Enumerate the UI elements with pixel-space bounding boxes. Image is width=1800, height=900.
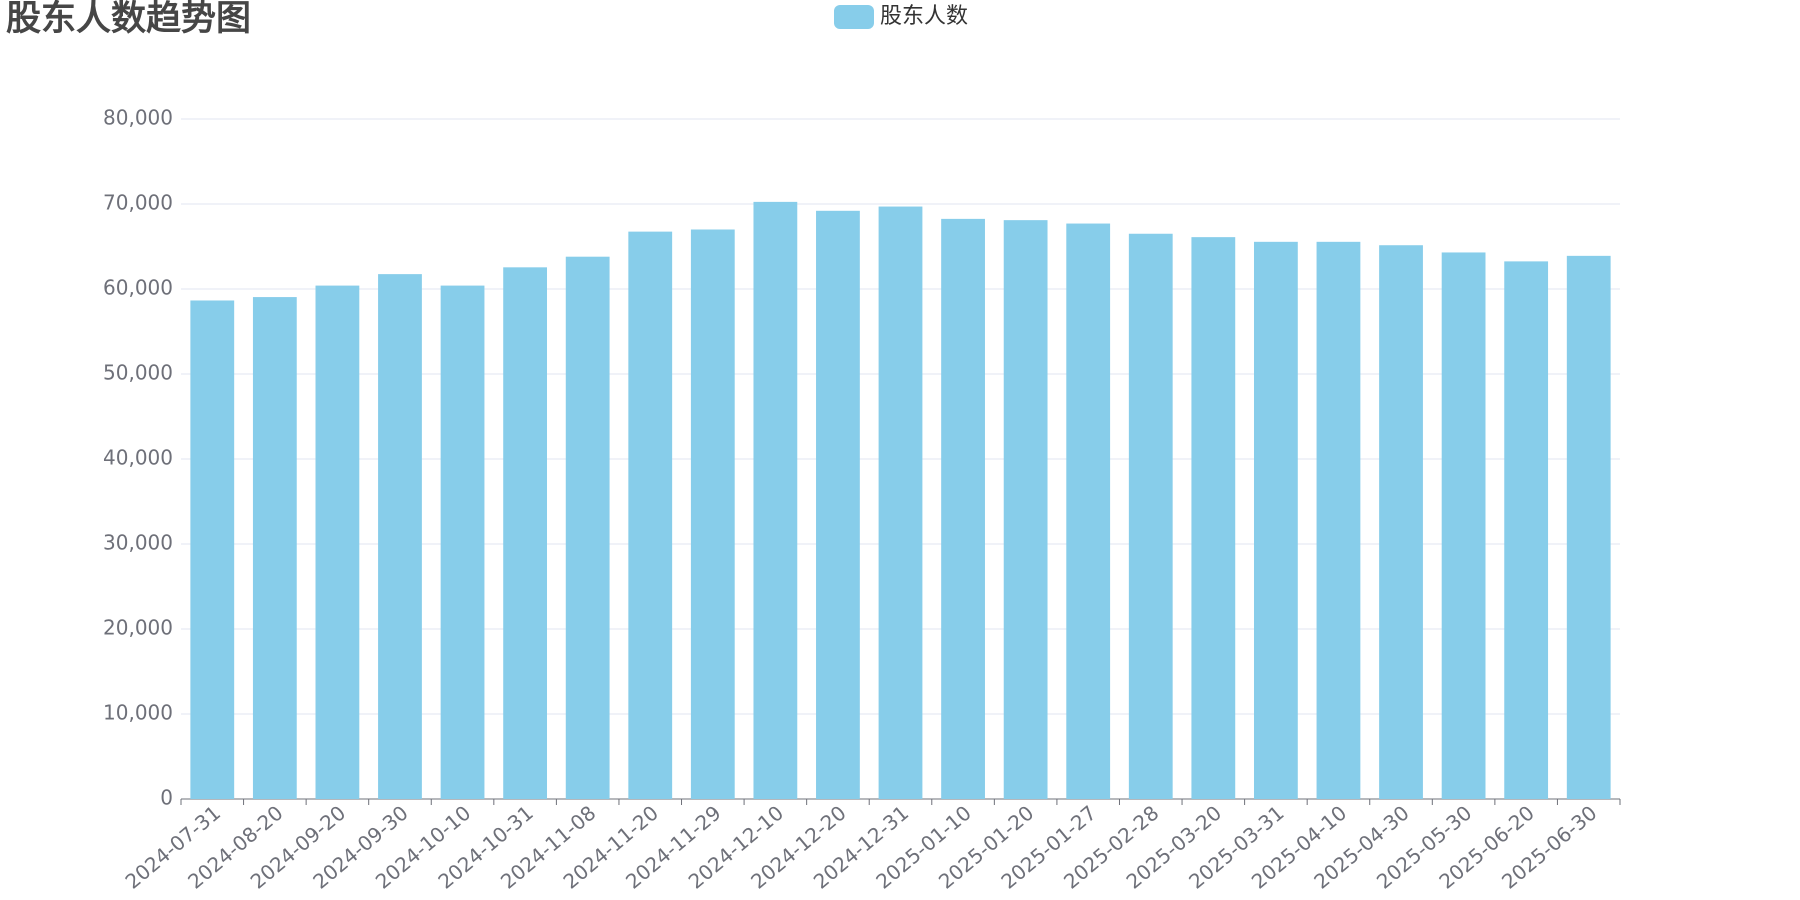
bar [878, 206, 923, 800]
y-tick-label: 50,000 [103, 361, 173, 385]
bar [1253, 241, 1298, 799]
bar [690, 229, 735, 799]
bar [315, 285, 360, 800]
y-tick-label: 80,000 [103, 106, 173, 130]
y-tick-label: 30,000 [103, 531, 173, 555]
bar [1441, 252, 1486, 799]
bar [440, 285, 485, 800]
bar [753, 201, 798, 799]
bar [1504, 261, 1549, 799]
legend-swatch [834, 5, 874, 29]
bar [190, 300, 235, 799]
legend-label: 股东人数 [880, 4, 968, 29]
y-tick-label: 20,000 [103, 616, 173, 640]
y-tick-label: 10,000 [103, 701, 173, 725]
bar [1066, 223, 1111, 800]
chart-title: 股东人数趋势图 [6, 0, 251, 39]
bar [628, 231, 673, 799]
bar [378, 274, 422, 799]
bar [1566, 255, 1611, 800]
bar [816, 210, 860, 800]
bar [941, 218, 985, 799]
y-tick-label: 60,000 [103, 276, 173, 300]
y-tick-label: 0 [160, 786, 173, 810]
y-tick-label: 70,000 [103, 191, 173, 215]
bar [1003, 220, 1048, 799]
bar [1128, 233, 1173, 799]
bar [503, 267, 548, 799]
bar [1316, 241, 1361, 799]
bar [565, 256, 610, 799]
bar [1191, 237, 1236, 799]
bar [1379, 245, 1423, 800]
bar [252, 297, 297, 799]
y-tick-label: 40,000 [103, 446, 173, 470]
